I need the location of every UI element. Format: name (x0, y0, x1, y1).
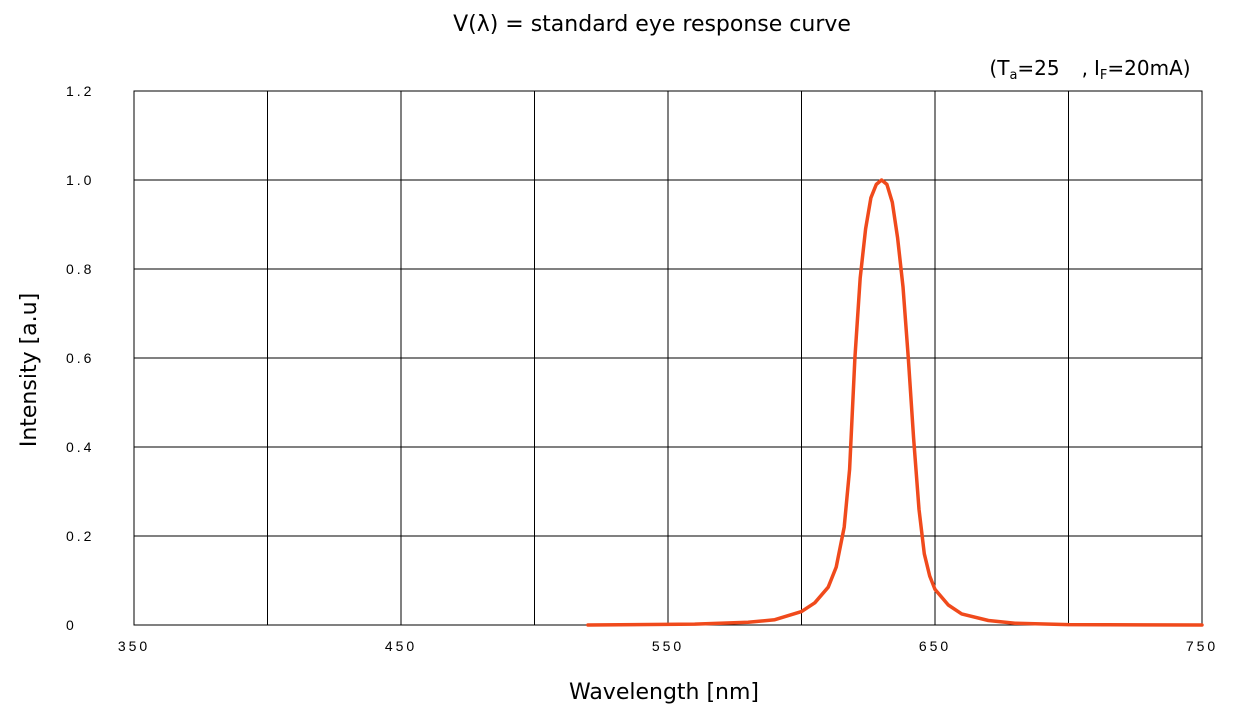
x-tick-label: 650 (919, 638, 951, 654)
y-tick-label: 0 (66, 617, 77, 633)
y-tick-label: 0.6 (66, 350, 94, 366)
y-tick-label: 0.2 (66, 528, 94, 544)
series-layer (586, 178, 1204, 627)
series-line (586, 178, 1204, 627)
x-tick-label: 550 (652, 638, 684, 654)
x-tick-label: 750 (1186, 638, 1218, 654)
x-tick-labels: 350 450 550 650 750 (118, 638, 1218, 654)
grid (134, 91, 1202, 625)
y-tick-label: 1.2 (66, 83, 94, 99)
test-conditions: (Ta=25, IF=20mA) (989, 56, 1190, 83)
chart-title: V(λ) = standard eye response curve (453, 12, 851, 37)
x-tick-label: 450 (385, 638, 417, 654)
y-axis-label: Intensity [a.u] (17, 293, 42, 447)
x-tick-label: 350 (118, 638, 150, 654)
y-tick-labels: 0 0.2 0.4 0.6 0.8 1.0 1.2 (66, 83, 94, 633)
y-tick-label: 1.0 (66, 172, 94, 188)
y-tick-label: 0.4 (66, 439, 94, 455)
y-tick-label: 0.8 (66, 261, 94, 277)
x-axis-label: Wavelength [nm] (569, 680, 759, 705)
